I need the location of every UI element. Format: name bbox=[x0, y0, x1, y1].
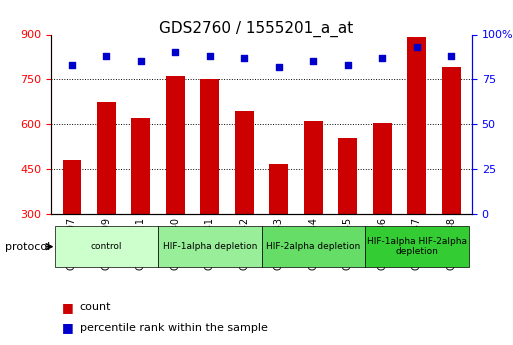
Bar bbox=[201, 79, 220, 304]
Point bbox=[68, 62, 76, 68]
Point bbox=[240, 55, 248, 61]
Point bbox=[103, 53, 111, 59]
FancyBboxPatch shape bbox=[365, 227, 468, 267]
Text: percentile rank within the sample: percentile rank within the sample bbox=[80, 323, 267, 333]
Bar bbox=[339, 138, 358, 304]
Text: protocol: protocol bbox=[5, 242, 50, 252]
Point bbox=[412, 44, 421, 50]
Text: count: count bbox=[80, 302, 111, 312]
Point bbox=[171, 50, 180, 55]
Point bbox=[275, 64, 283, 70]
Point bbox=[206, 53, 214, 59]
Bar bbox=[373, 123, 392, 304]
Text: HIF-1alpha HIF-2alpha
depletion: HIF-1alpha HIF-2alpha depletion bbox=[367, 237, 467, 256]
Bar bbox=[442, 67, 461, 304]
Point bbox=[137, 59, 145, 64]
Bar bbox=[235, 111, 254, 304]
Bar bbox=[269, 164, 288, 304]
Point bbox=[378, 55, 386, 61]
FancyBboxPatch shape bbox=[262, 227, 365, 267]
Bar bbox=[63, 160, 82, 304]
Bar bbox=[166, 76, 185, 304]
Text: HIF-1alpha depletion: HIF-1alpha depletion bbox=[163, 242, 257, 251]
Text: control: control bbox=[91, 242, 122, 251]
FancyBboxPatch shape bbox=[55, 227, 158, 267]
Text: HIF-2alpha depletion: HIF-2alpha depletion bbox=[266, 242, 361, 251]
Point bbox=[309, 59, 318, 64]
Text: GDS2760 / 1555201_a_at: GDS2760 / 1555201_a_at bbox=[160, 21, 353, 37]
Bar bbox=[407, 38, 426, 304]
Text: ■: ■ bbox=[62, 300, 73, 314]
Bar bbox=[304, 121, 323, 304]
Bar bbox=[97, 102, 116, 304]
Point bbox=[447, 53, 456, 59]
Text: ■: ■ bbox=[62, 321, 73, 334]
FancyBboxPatch shape bbox=[158, 227, 262, 267]
Point bbox=[344, 62, 352, 68]
Bar bbox=[131, 118, 150, 304]
